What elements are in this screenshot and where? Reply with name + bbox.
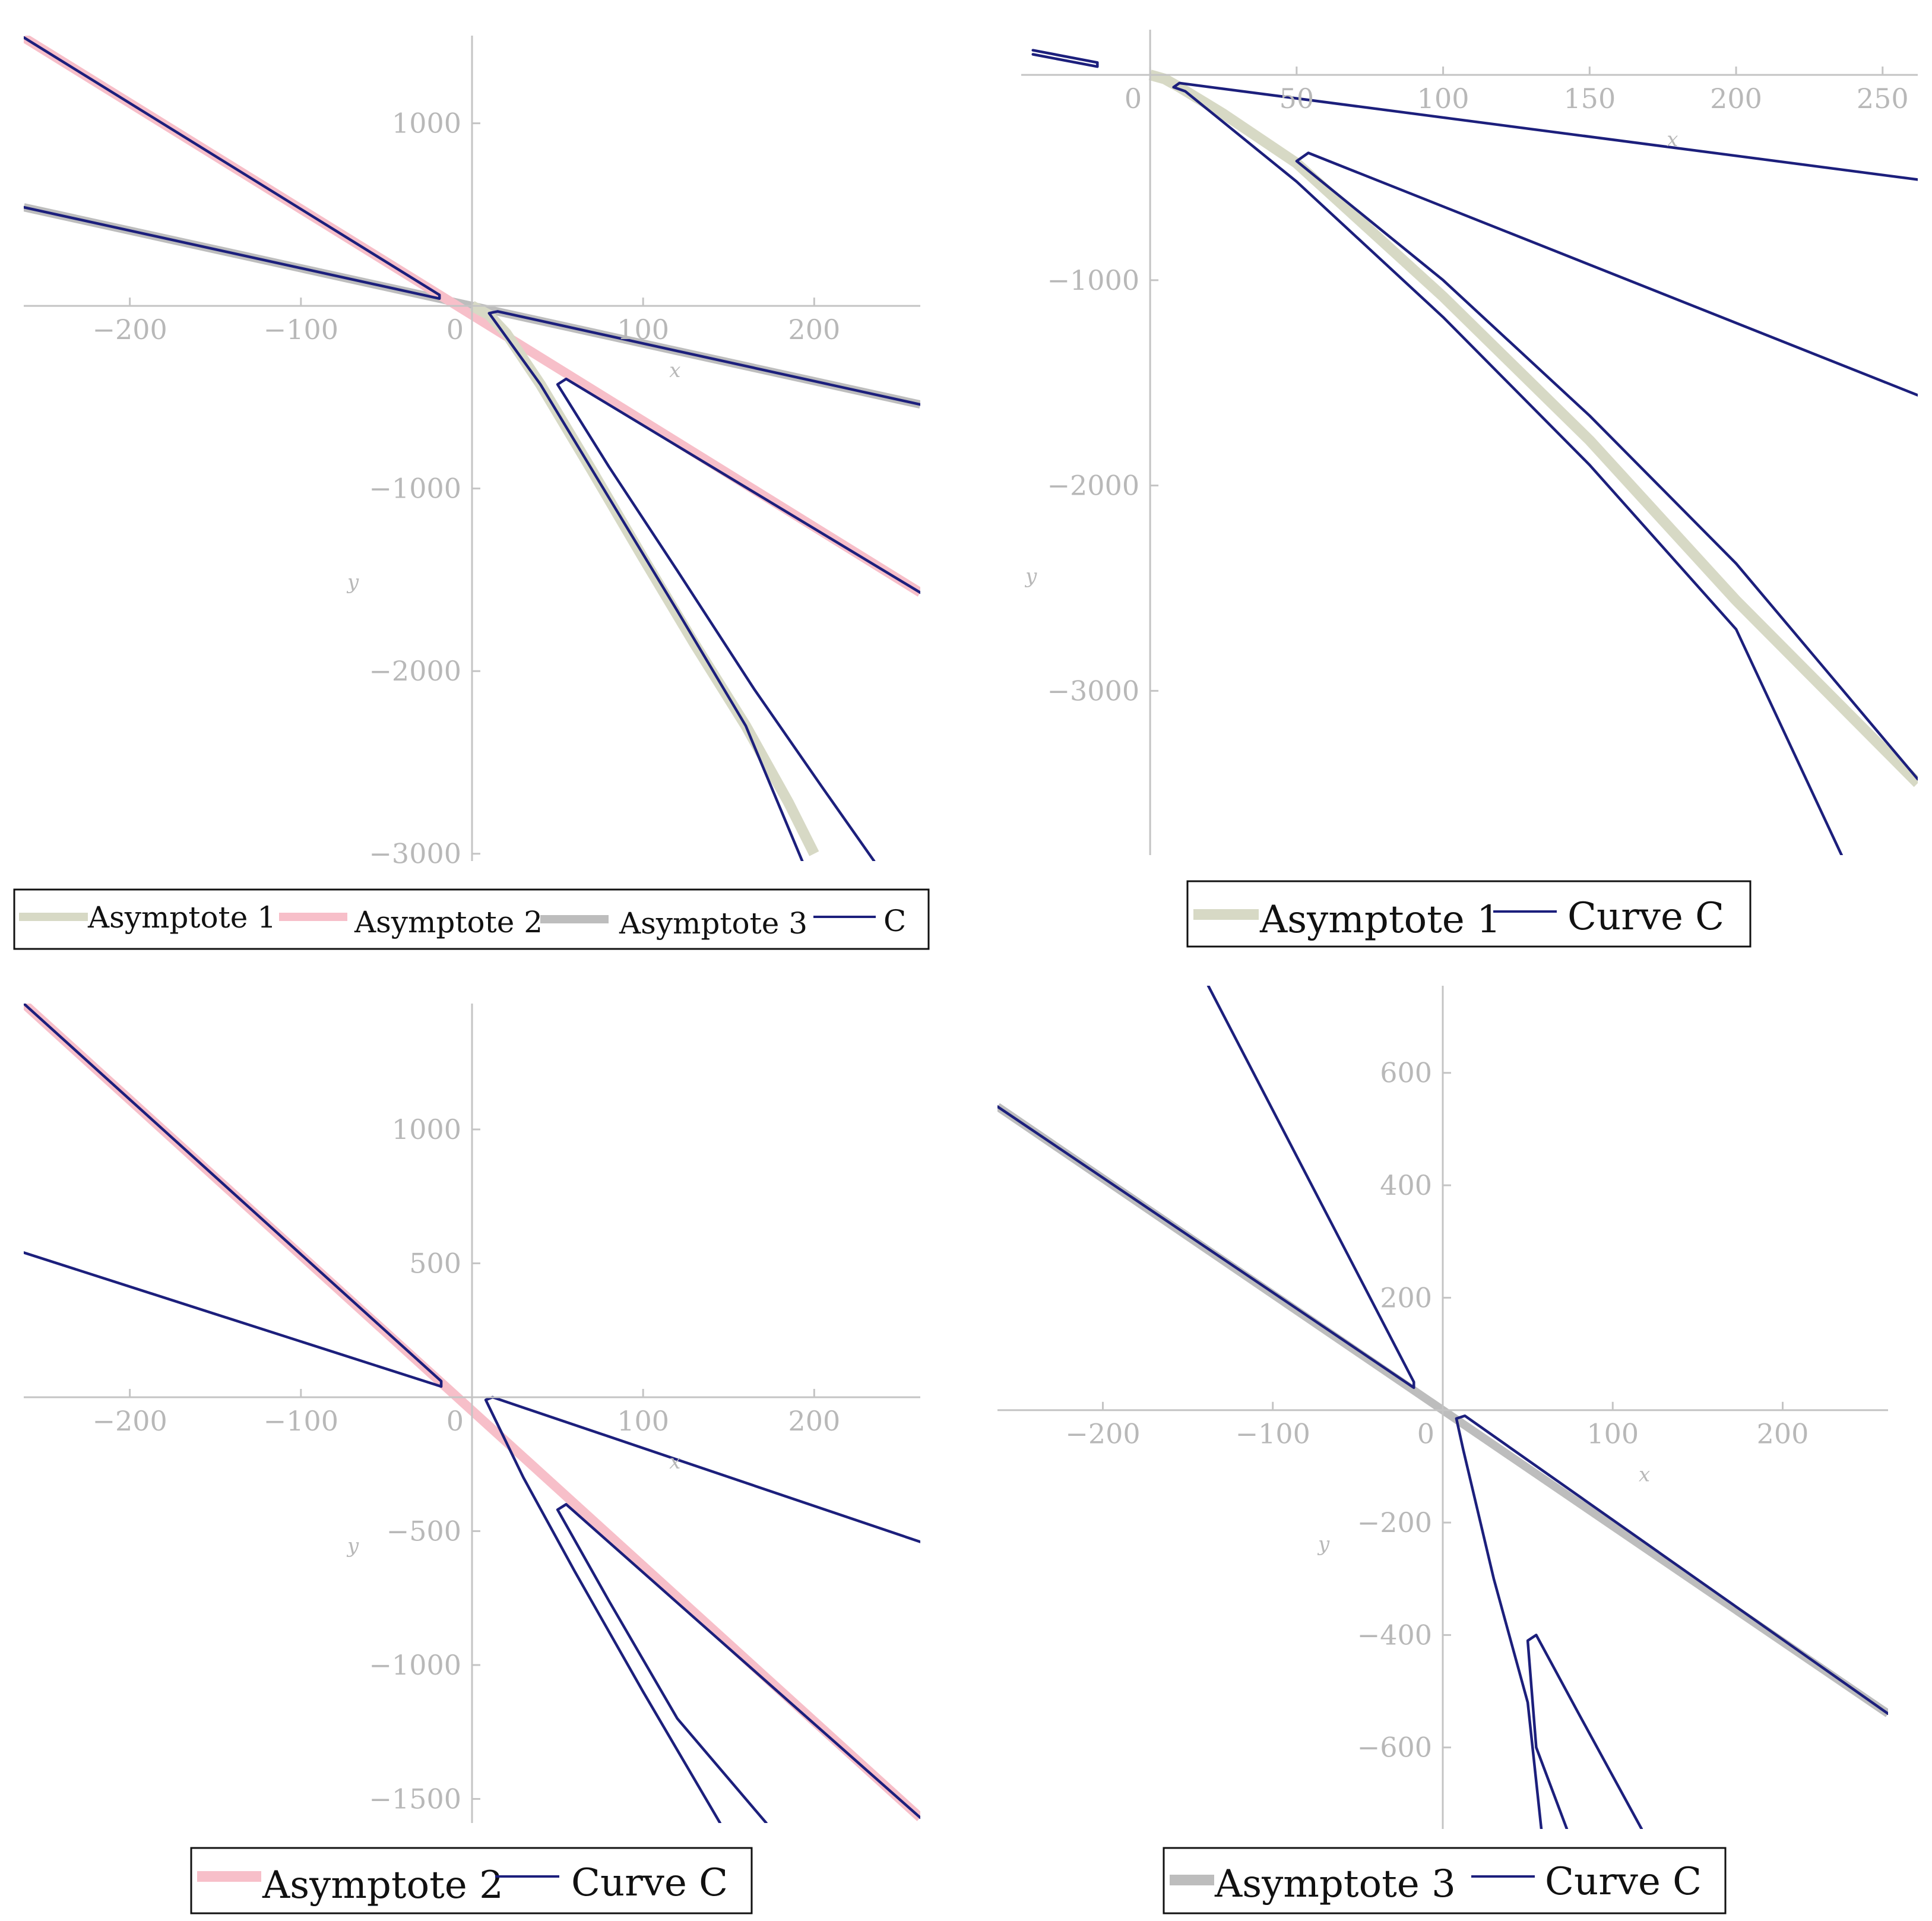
y-axis-title: y bbox=[1024, 564, 1037, 588]
plot-area bbox=[1031, 49, 1918, 855]
y-tick-label: −600 bbox=[1357, 1732, 1432, 1764]
curve-c-line bbox=[487, 310, 920, 861]
legend: Asymptote 2 Curve C bbox=[190, 1847, 753, 1914]
y-axis-title: y bbox=[1317, 1532, 1330, 1556]
legend-frame bbox=[1163, 1847, 1727, 1914]
legend-label-asymptote-3: Asymptote 3 bbox=[619, 906, 807, 941]
x-tick-label: 0 bbox=[1125, 83, 1142, 115]
x-axis-title: x bbox=[1639, 1463, 1650, 1487]
x-tick-label: 200 bbox=[1757, 1418, 1809, 1450]
x-tick-label: 50 bbox=[1279, 83, 1315, 115]
x-tick-label: 200 bbox=[788, 314, 840, 346]
axes-layer: 0 50 100 150 200 250 −1000 −2000 −3000 x y bbox=[1021, 30, 1918, 855]
x-tick-label: 0 bbox=[446, 1405, 464, 1437]
curve-c-line bbox=[24, 36, 441, 300]
curve-c-line bbox=[1031, 49, 1099, 68]
y-tick-label: −200 bbox=[1357, 1507, 1432, 1539]
y-tick-label: 1000 bbox=[392, 107, 461, 140]
x-tick-label: −100 bbox=[264, 314, 338, 346]
asymptote-1-line bbox=[1148, 69, 1918, 787]
legend-label-asymptote-1: Asymptote 1 bbox=[87, 900, 276, 935]
y-tick-label: −3000 bbox=[1047, 675, 1140, 707]
x-tick-label: 0 bbox=[446, 314, 464, 346]
legend-frame bbox=[13, 888, 930, 950]
legend-label-asymptote-2: Asymptote 2 bbox=[354, 905, 543, 939]
y-tick-label: −3000 bbox=[369, 838, 461, 870]
y-tick-label: 200 bbox=[1380, 1281, 1432, 1314]
y-tick-label: −2000 bbox=[369, 655, 461, 687]
x-tick-label: 100 bbox=[617, 1405, 669, 1437]
x-tick-label: 100 bbox=[1586, 1418, 1639, 1450]
x-tick-label: 200 bbox=[788, 1405, 840, 1437]
legend-label-asymptote-3: Asymptote 3 bbox=[1214, 1862, 1456, 1906]
x-tick-label: −100 bbox=[1236, 1418, 1310, 1450]
legend-label-curve-c: C bbox=[883, 904, 906, 938]
y-tick-label: 400 bbox=[1380, 1169, 1432, 1201]
y-axis-title: y bbox=[346, 1534, 359, 1558]
asymptote-series-group bbox=[1148, 69, 1918, 787]
legend: Asymptote 3 Curve C bbox=[1163, 1847, 1727, 1914]
chart-panel-asymptote-1: 0 50 100 150 200 250 −1000 −2000 −3000 x y Asympto… bbox=[1021, 30, 1918, 948]
y-tick-label: −2000 bbox=[1047, 470, 1140, 502]
x-tick-label: −200 bbox=[1065, 1418, 1140, 1450]
series-layer bbox=[1031, 49, 1918, 855]
y-tick-label: −1500 bbox=[369, 1783, 461, 1815]
legend-label-asymptote-1: Asymptote 1 bbox=[1259, 898, 1501, 942]
curve-c-line bbox=[1172, 81, 1918, 855]
y-tick-label: 1000 bbox=[392, 1113, 461, 1145]
curve-c-line bbox=[1526, 1634, 1643, 1829]
x-axis-title: x bbox=[669, 1450, 680, 1474]
curve-c-line bbox=[1295, 151, 1918, 781]
x-tick-label: −100 bbox=[264, 1405, 338, 1437]
y-tick-label: −1000 bbox=[369, 1649, 461, 1681]
x-tick-label: 100 bbox=[617, 314, 669, 346]
curve-c-line bbox=[556, 1503, 920, 1823]
x-tick-label: −200 bbox=[92, 1405, 167, 1437]
y-tick-label: −500 bbox=[387, 1515, 461, 1547]
y-tick-label: −1000 bbox=[1047, 264, 1140, 296]
y-tick-label: 600 bbox=[1380, 1057, 1432, 1089]
y-tick-label: 500 bbox=[409, 1247, 461, 1279]
legend-label-curve-c: Curve C bbox=[1545, 1860, 1702, 1904]
y-axis-title: y bbox=[346, 570, 359, 594]
curve-c-line bbox=[24, 1004, 443, 1388]
y-tick-label: −1000 bbox=[369, 473, 461, 505]
x-axis-title: x bbox=[669, 359, 680, 382]
x-tick-label: 150 bbox=[1563, 83, 1616, 115]
curve-c-line bbox=[997, 986, 1415, 1390]
x-tick-label: 200 bbox=[1710, 83, 1762, 115]
legend-label-asymptote-2: Asymptote 2 bbox=[262, 1863, 503, 1907]
x-axis-title: x bbox=[1667, 128, 1678, 151]
curve-c-line bbox=[556, 377, 920, 861]
legend-frame bbox=[1186, 880, 1752, 948]
legend-label-curve-c: Curve C bbox=[571, 1861, 728, 1905]
x-tick-label: 100 bbox=[1417, 83, 1469, 115]
legend-frame bbox=[190, 1847, 753, 1914]
legend: Asymptote 1 Asymptote 2 Asymptote 3 C bbox=[13, 888, 930, 950]
legend: Asymptote 1 Curve C bbox=[1186, 880, 1752, 948]
y-tick-label: −400 bbox=[1357, 1619, 1432, 1651]
x-tick-label: 0 bbox=[1417, 1418, 1434, 1450]
legend-label-curve-c: Curve C bbox=[1567, 895, 1724, 939]
x-tick-label: 250 bbox=[1857, 83, 1909, 115]
curve-c-line bbox=[1455, 1414, 1888, 1829]
chart-panel-asymptote-3: −200 −100 0 100 200 600 400 200 −200 −400 −600 x y A… bbox=[997, 986, 1888, 1914]
axes-layer: −200 −100 0 100 200 600 400 200 −200 −400 −600 x y bbox=[997, 986, 1888, 1829]
x-tick-label: −200 bbox=[92, 314, 167, 346]
